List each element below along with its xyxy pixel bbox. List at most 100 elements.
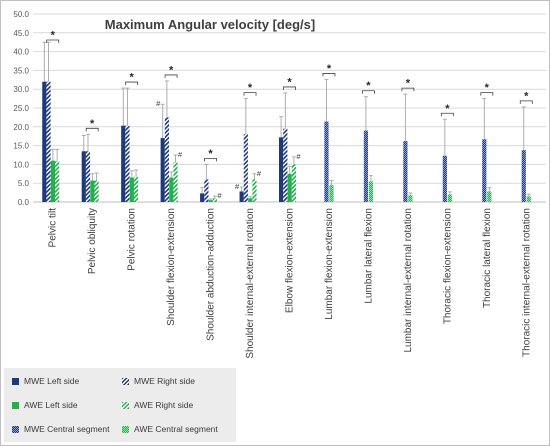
- significance-marker: *: [208, 148, 213, 160]
- legend-swatch-awe-left: [12, 401, 19, 409]
- hash-annotation: #: [217, 191, 222, 200]
- bar: [363, 130, 369, 202]
- significance-bracket: [519, 100, 533, 104]
- bar: [283, 128, 288, 202]
- hash-annotation: #: [156, 99, 161, 108]
- bar: [324, 121, 329, 202]
- significance-bracket: [46, 39, 60, 43]
- x-category-label: Pelvic tilt: [48, 208, 59, 248]
- legend-item-awe-left: AWE Left side: [12, 398, 78, 412]
- legend-swatch-mwe-central: [12, 425, 19, 433]
- bar: [169, 177, 174, 202]
- bar: [164, 117, 170, 202]
- x-category-label: Lumbar flexion-extension: [324, 208, 335, 320]
- bar: [46, 81, 51, 202]
- significance-bracket: [440, 112, 454, 117]
- bar: [94, 180, 99, 202]
- y-tick-label: 10.0: [13, 160, 29, 169]
- bar: [329, 185, 334, 202]
- bar: [287, 173, 292, 202]
- significance-marker: *: [248, 82, 253, 94]
- y-tick-label: 35.0: [13, 66, 29, 75]
- legend-item-mwe-left: MWE Left side: [12, 374, 79, 388]
- bar: [447, 194, 452, 202]
- bar: [368, 181, 374, 202]
- hash-annotation: #: [296, 152, 301, 161]
- legend-swatch-mwe-right: [122, 377, 129, 385]
- legend-item-awe-right: AWE Right side: [122, 398, 193, 412]
- bar: [279, 137, 284, 202]
- bar: [521, 150, 526, 202]
- legend-label-mwe-left: MWE Left side: [24, 376, 80, 386]
- bar: [442, 155, 447, 202]
- bar: [291, 164, 296, 202]
- bar: [526, 196, 531, 202]
- significance-bracket: [480, 92, 494, 96]
- x-category-label: Thoracic flexion-extension: [442, 208, 453, 324]
- y-tick-label: 20.0: [13, 123, 29, 132]
- legend-swatch-awe-right: [122, 401, 129, 409]
- legend-label-awe-left: AWE Left side: [24, 400, 78, 410]
- significance-bracket: [85, 127, 99, 132]
- significance-marker: *: [327, 63, 332, 75]
- legend-swatch-awe-central: [122, 425, 129, 433]
- bar: [208, 200, 213, 202]
- y-tick-label: 25.0: [13, 104, 29, 113]
- legend-label-awe-central: AWE Central segment: [134, 424, 218, 434]
- significance-marker: *: [524, 90, 529, 102]
- bar: [125, 125, 130, 202]
- bar: [129, 177, 134, 202]
- legend-item-mwe-central: MWE Central segment: [12, 422, 110, 436]
- significance-marker: *: [130, 72, 135, 84]
- y-tick-label: 15.0: [13, 142, 29, 151]
- significance-bracket: [401, 87, 415, 92]
- x-category-label: Pelvic rotation: [127, 208, 138, 271]
- bar: [121, 125, 126, 202]
- bar: [133, 176, 139, 202]
- y-tick-label: 40.0: [13, 48, 29, 57]
- y-tick-label: 0.0: [18, 198, 30, 207]
- x-category-label: Shoulder flexion-extension: [166, 208, 177, 326]
- significance-bracket: [283, 86, 296, 90]
- bar: [173, 162, 178, 202]
- bar: [487, 191, 492, 202]
- x-category-label: Lumbar internal-external rotation: [403, 208, 414, 353]
- y-tick-label: 50.0: [13, 10, 29, 19]
- bar: [403, 141, 408, 202]
- significance-bracket: [125, 81, 139, 86]
- hash-annotation: #: [257, 169, 262, 178]
- bar: [50, 160, 56, 202]
- bar: [81, 151, 86, 202]
- bar: [90, 180, 95, 202]
- y-tick-label: 45.0: [13, 29, 29, 38]
- significance-marker: *: [51, 30, 56, 42]
- y-tick-label: 30.0: [13, 85, 29, 94]
- significance-bracket: [362, 90, 375, 94]
- bar: [212, 198, 218, 202]
- significance-marker: *: [366, 80, 371, 92]
- bar: [248, 198, 253, 202]
- significance-bracket: [243, 92, 257, 96]
- significance-marker: *: [445, 103, 450, 115]
- x-category-label: Elbow flexion-extension: [285, 208, 296, 313]
- significance-bracket: [204, 158, 217, 162]
- chart-legend: MWE Left side MWE Right side AWE Left si…: [4, 368, 236, 442]
- chart-title: Maximum Angular velocity [deg/s]: [105, 17, 315, 32]
- x-category-label: Thoracic lateral flexion: [482, 208, 493, 308]
- hash-annotation: #: [178, 150, 183, 159]
- bar: [200, 193, 205, 202]
- x-category-label: Lumbar lateral flexion: [363, 208, 374, 304]
- significance-marker: *: [406, 78, 411, 90]
- legend-swatch-mwe-left: [12, 377, 19, 385]
- legend-item-awe-central: AWE Central segment: [122, 422, 218, 436]
- legend-label-awe-right: AWE Right side: [134, 400, 194, 410]
- significance-marker: *: [485, 82, 490, 94]
- bar: [204, 179, 209, 202]
- bar: [408, 195, 413, 202]
- bar: [85, 151, 91, 202]
- bar: [55, 161, 60, 202]
- bar: [252, 179, 257, 202]
- significance-marker: *: [287, 76, 292, 88]
